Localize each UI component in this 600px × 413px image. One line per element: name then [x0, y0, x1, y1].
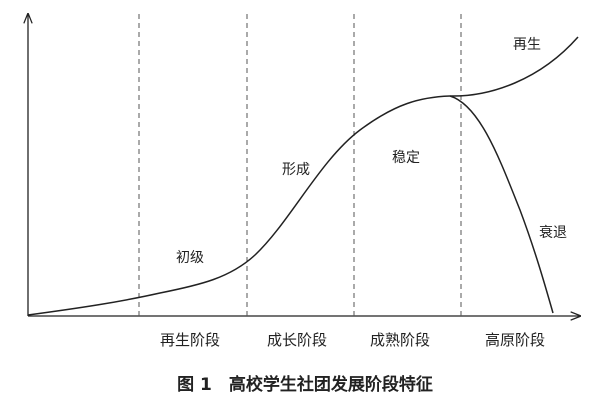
phase-label: 再生: [513, 37, 541, 53]
stage-label: 再生阶段: [160, 331, 220, 349]
stage-label: 高原阶段: [485, 331, 545, 349]
growth-curve: [27, 36, 579, 316]
stage-label: 成熟阶段: [370, 331, 430, 349]
phase-label: 稳定: [392, 150, 420, 166]
caption: 图 1 高校学生社团发展阶段特征: [177, 374, 433, 395]
phase-label: 衰退: [539, 224, 567, 241]
phase-label: 形成: [282, 162, 310, 178]
decline-curve: [449, 95, 554, 314]
phase-label: 初级: [176, 249, 204, 266]
stage-label: 成长阶段: [267, 331, 327, 349]
